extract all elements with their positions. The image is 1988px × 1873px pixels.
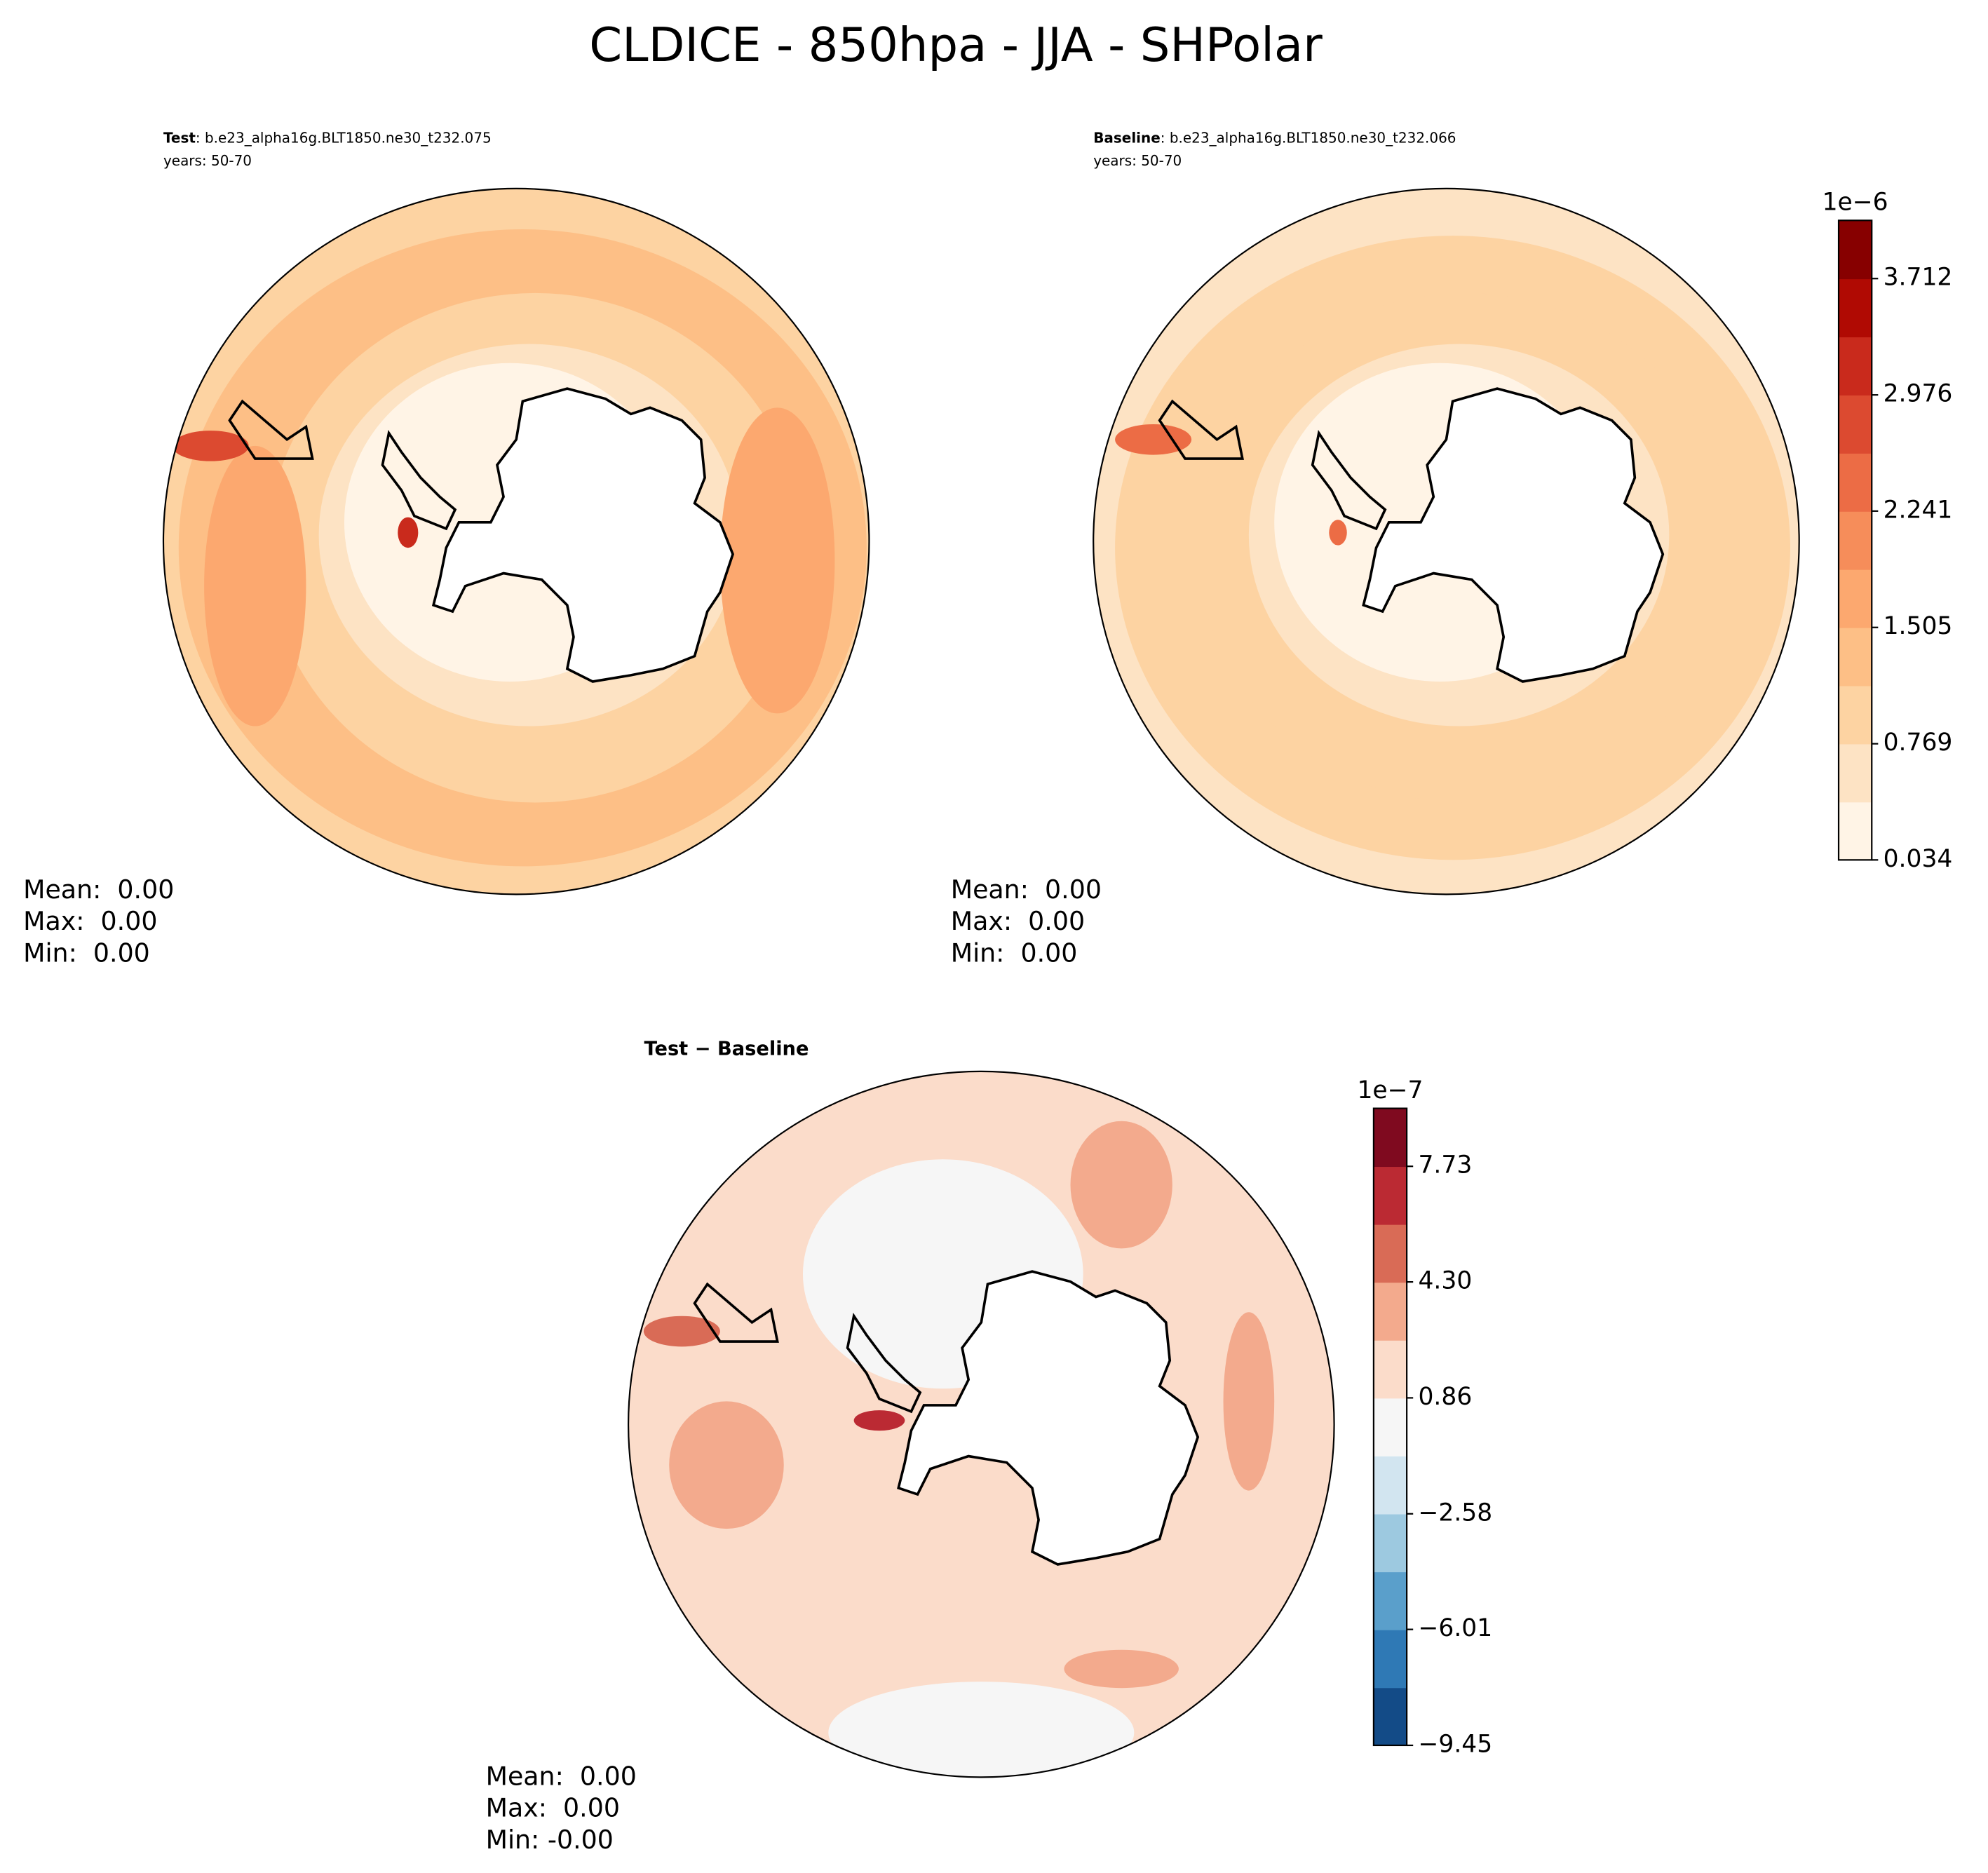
panel-name: Test	[163, 129, 196, 146]
map-test	[163, 188, 870, 895]
colorbar-offset: 1e−7	[1357, 1076, 1423, 1104]
colorbar-tick-label: 7.73	[1418, 1151, 1472, 1179]
colorbar-band	[1839, 743, 1872, 803]
panel-case: : b.e23_alpha16g.BLT1850.ne30_t232.075	[196, 129, 492, 146]
colorbar-band	[1839, 337, 1872, 395]
colorbar-band	[1839, 685, 1872, 745]
colorbar-tick-label: 1.505	[1884, 612, 1953, 640]
colorbar-frame	[1837, 219, 1873, 861]
stat: Mean: 0.00	[23, 874, 174, 905]
colorbar-band	[1373, 1166, 1407, 1225]
panel-years: years: 50-70	[1093, 152, 1182, 169]
map-difference	[628, 1071, 1334, 1778]
colorbar-tick-label: −9.45	[1418, 1730, 1492, 1758]
colorbar-band	[1839, 802, 1872, 861]
colorbar-band	[1373, 1687, 1407, 1746]
colorbar-tick-label: 0.86	[1418, 1383, 1472, 1411]
map-baseline	[1093, 188, 1799, 895]
colorbar-tick-label: 4.30	[1418, 1267, 1472, 1295]
colorbar-band	[1373, 1456, 1407, 1515]
colorbar-tick-label: 2.976	[1884, 380, 1953, 408]
colorbar-tick-label: 2.241	[1884, 496, 1953, 524]
colorbar-band	[1373, 1398, 1407, 1456]
stat: Min: 0.00	[23, 938, 150, 968]
colorbar-frame	[1372, 1107, 1408, 1747]
stat: Max: 0.00	[951, 906, 1085, 936]
colorbar-band	[1839, 395, 1872, 454]
colorbar-band	[1839, 569, 1872, 628]
colorbar-band	[1373, 1339, 1407, 1399]
colorbar-tick-label: 3.712	[1884, 264, 1953, 292]
stat: Max: 0.00	[23, 906, 157, 936]
stat: Min: -0.00	[486, 1825, 614, 1855]
panel-name: Test − Baseline	[644, 1038, 809, 1060]
panel-name: Baseline	[1093, 129, 1161, 146]
colorbar-band	[1839, 220, 1872, 280]
colorbar-band	[1839, 627, 1872, 687]
colorbar-band	[1839, 510, 1872, 570]
stat: Mean: 0.00	[951, 874, 1102, 905]
stat: Min: 0.00	[951, 938, 1078, 968]
colorbar-band	[1373, 1513, 1407, 1573]
colorbar-band	[1839, 278, 1872, 338]
panel-header: Test: b.e23_alpha16g.BLT1850.ne30_t232.0…	[163, 129, 492, 146]
colorbar-tick-label: −6.01	[1418, 1614, 1492, 1642]
stat: Max: 0.00	[486, 1793, 620, 1823]
figure-title: CLDICE - 850hpa - JJA - SHPolar	[589, 18, 1323, 72]
colorbar-band	[1373, 1108, 1407, 1168]
panel-case: : b.e23_alpha16g.BLT1850.ne30_t232.066	[1161, 129, 1456, 146]
colorbar-offset: 1e−6	[1823, 189, 1888, 217]
colorbar-tick-label: −2.58	[1418, 1499, 1492, 1527]
panel-header: Baseline: b.e23_alpha16g.BLT1850.ne30_t2…	[1093, 129, 1456, 146]
panel-years: years: 50-70	[163, 152, 252, 169]
colorbar-band	[1373, 1282, 1407, 1341]
colorbar-band	[1373, 1224, 1407, 1283]
colorbar-band	[1373, 1571, 1407, 1630]
colorbar-band	[1373, 1629, 1407, 1689]
colorbar-band	[1839, 452, 1872, 512]
colorbar-tick-label: 0.034	[1884, 845, 1953, 873]
colorbar-tick-label: 0.769	[1884, 729, 1953, 757]
stat: Mean: 0.00	[486, 1761, 637, 1791]
